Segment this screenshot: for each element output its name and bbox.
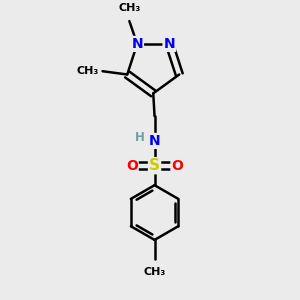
Text: CH₃: CH₃ bbox=[143, 267, 166, 277]
Text: CH₃: CH₃ bbox=[77, 66, 99, 76]
Text: O: O bbox=[171, 159, 183, 173]
Text: N: N bbox=[164, 37, 175, 51]
Text: N: N bbox=[131, 37, 143, 51]
Text: N: N bbox=[149, 134, 161, 148]
Text: H: H bbox=[135, 130, 145, 143]
Text: S: S bbox=[149, 158, 160, 173]
Text: CH₃: CH₃ bbox=[118, 3, 140, 13]
Text: O: O bbox=[126, 159, 138, 173]
